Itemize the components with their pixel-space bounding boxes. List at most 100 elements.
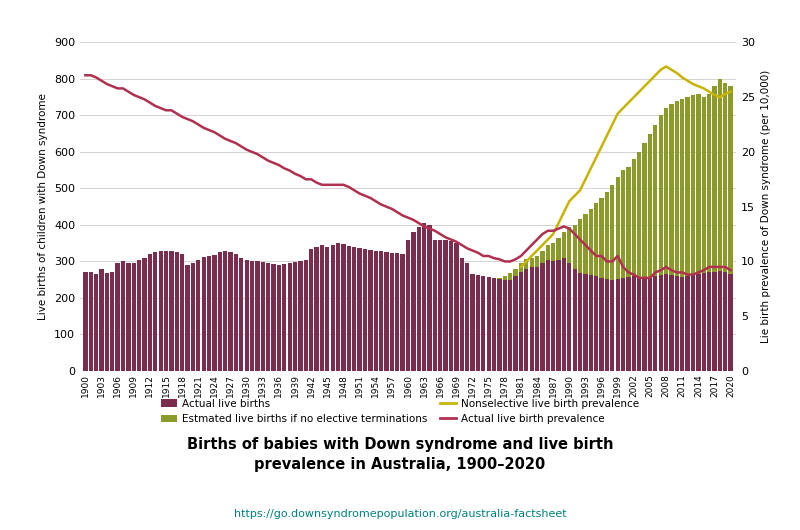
Bar xyxy=(557,238,561,371)
Bar xyxy=(164,251,168,371)
Text: Births of babies with Down syndrome and live birth
prevalence in Australia, 1900: Births of babies with Down syndrome and … xyxy=(186,437,614,472)
Bar xyxy=(234,254,238,371)
Bar xyxy=(599,278,604,371)
Bar xyxy=(89,272,93,371)
Bar xyxy=(664,274,668,371)
Bar xyxy=(546,245,550,371)
Bar xyxy=(83,272,87,371)
Bar xyxy=(309,249,314,371)
Bar xyxy=(304,260,308,371)
Bar xyxy=(589,208,593,371)
Bar xyxy=(498,278,502,371)
Bar xyxy=(454,243,458,371)
Bar xyxy=(729,274,733,371)
Bar xyxy=(153,252,158,371)
Bar xyxy=(89,272,93,371)
Bar xyxy=(174,252,179,371)
Bar xyxy=(417,227,421,371)
Bar xyxy=(562,232,566,371)
Bar xyxy=(583,214,587,371)
Bar xyxy=(207,256,211,371)
Bar xyxy=(729,86,733,371)
Bar xyxy=(196,260,201,371)
Bar xyxy=(540,263,545,371)
Bar xyxy=(271,264,276,371)
Bar xyxy=(255,261,259,371)
Bar xyxy=(271,264,276,371)
Bar xyxy=(94,274,98,371)
Bar xyxy=(470,274,474,371)
Bar xyxy=(352,247,356,371)
Bar xyxy=(99,269,104,371)
Bar xyxy=(99,269,104,371)
Bar xyxy=(190,263,195,371)
Bar xyxy=(707,93,711,371)
Bar xyxy=(180,254,184,371)
Legend: Actual live births, Estmated live births if no elective terminations, Nonselecti: Actual live births, Estmated live births… xyxy=(157,395,643,428)
Bar xyxy=(642,143,646,371)
Bar xyxy=(298,261,302,371)
Bar xyxy=(562,258,566,371)
Bar xyxy=(218,252,222,371)
Bar xyxy=(573,225,577,371)
Bar xyxy=(427,225,432,371)
Bar xyxy=(702,273,706,371)
Bar xyxy=(126,263,130,371)
Bar xyxy=(427,225,432,371)
Bar xyxy=(443,240,448,371)
Bar xyxy=(346,246,351,371)
Bar xyxy=(535,256,539,371)
Bar xyxy=(390,253,394,371)
Bar xyxy=(239,258,243,371)
Bar xyxy=(153,252,158,371)
Bar xyxy=(546,260,550,371)
Bar xyxy=(626,277,630,371)
Bar xyxy=(132,263,136,371)
Bar xyxy=(481,276,486,371)
Bar xyxy=(411,232,415,371)
Bar xyxy=(148,254,152,371)
Bar xyxy=(723,83,727,371)
Bar xyxy=(298,261,302,371)
Bar xyxy=(433,240,437,371)
Bar xyxy=(680,277,684,371)
Bar xyxy=(346,246,351,371)
Bar xyxy=(293,262,298,371)
Bar xyxy=(610,280,614,371)
Bar xyxy=(605,279,609,371)
Bar xyxy=(148,254,152,371)
Y-axis label: Live births of children with Down syndrome: Live births of children with Down syndro… xyxy=(38,93,49,320)
Bar xyxy=(573,269,577,371)
Bar xyxy=(524,269,529,371)
Bar xyxy=(105,273,109,371)
Bar xyxy=(551,243,555,371)
Bar xyxy=(336,243,340,371)
Bar xyxy=(567,263,571,371)
Bar xyxy=(126,263,130,371)
Bar xyxy=(702,97,706,371)
Bar xyxy=(449,241,453,371)
Bar xyxy=(342,244,346,371)
Bar xyxy=(460,258,464,371)
Bar xyxy=(223,251,227,371)
Bar xyxy=(374,251,378,371)
Bar xyxy=(632,276,636,371)
Bar xyxy=(245,260,249,371)
Bar xyxy=(234,254,238,371)
Bar xyxy=(239,258,243,371)
Bar xyxy=(632,159,636,371)
Bar xyxy=(212,255,217,371)
Bar xyxy=(696,93,701,371)
Bar xyxy=(691,276,695,371)
Bar xyxy=(422,223,426,371)
Bar xyxy=(250,261,254,371)
Bar xyxy=(502,276,507,371)
Bar xyxy=(610,185,614,371)
Bar xyxy=(293,262,298,371)
Bar xyxy=(670,104,674,371)
Bar xyxy=(470,274,474,371)
Bar xyxy=(718,271,722,371)
Bar xyxy=(137,260,142,371)
Bar xyxy=(486,277,491,371)
Bar xyxy=(229,252,233,371)
